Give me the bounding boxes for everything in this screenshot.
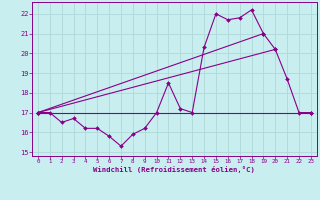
X-axis label: Windchill (Refroidissement éolien,°C): Windchill (Refroidissement éolien,°C): [93, 166, 255, 173]
